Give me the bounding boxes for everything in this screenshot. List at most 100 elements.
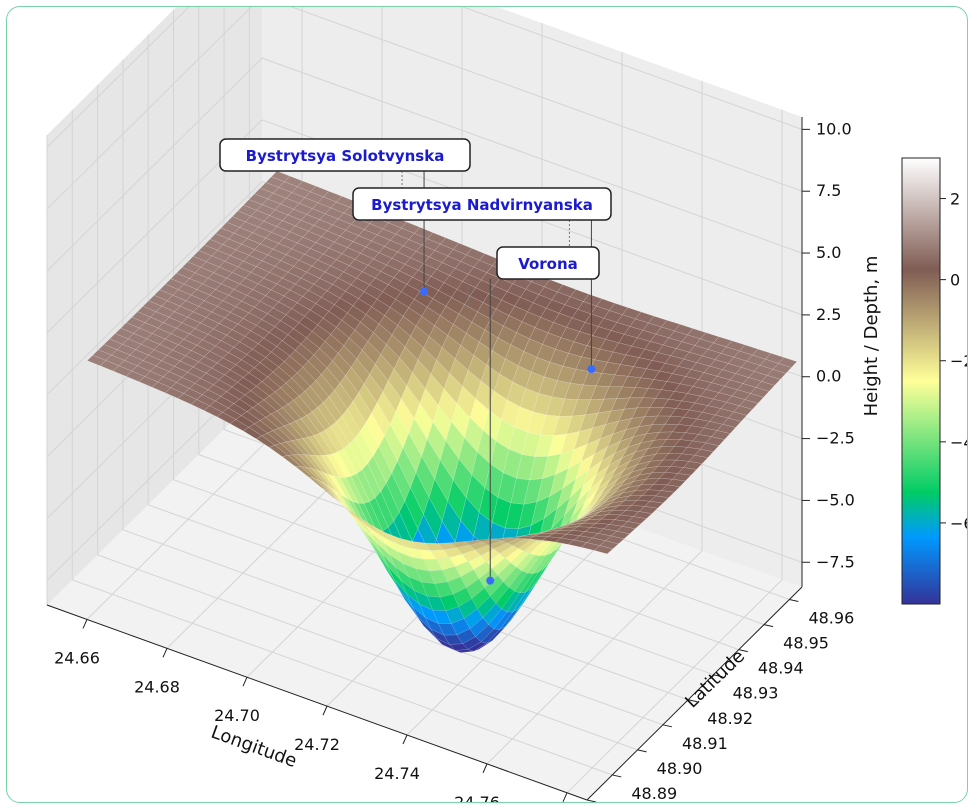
y-tick [637, 749, 647, 753]
grid-line [97, 84, 638, 751]
y-tick [688, 699, 698, 703]
surface-facet [711, 430, 731, 440]
surface-facet [610, 530, 631, 540]
surface-facet [694, 448, 714, 458]
annotation-box [352, 187, 612, 221]
y-tick [662, 724, 672, 728]
surface-facet [616, 525, 636, 535]
y-tick [586, 799, 597, 802]
colorbar-tick-label: 2 [950, 190, 960, 209]
surface-facet [638, 506, 658, 514]
surface-facet [761, 375, 781, 386]
x-tick [322, 705, 328, 716]
annotation-marker [486, 576, 495, 585]
grid-line [147, 34, 689, 701]
annotation-box [219, 138, 471, 172]
surface-facet [766, 369, 787, 380]
y-tick-label: 48.89 [631, 784, 677, 803]
colorbar-tick-label: −6 [950, 514, 968, 533]
z-tick-label: 5.0 [816, 243, 841, 262]
surface-facet [644, 500, 664, 509]
annotation-box [496, 246, 600, 280]
surface-facet [727, 411, 748, 422]
surface-facet [632, 511, 653, 519]
grid-line [46, 119, 803, 334]
surface-facet [649, 495, 670, 504]
surface-facet [666, 478, 686, 487]
colorbar: 2 0 −2 −4 −6 [901, 157, 968, 605]
surface-facet [688, 455, 709, 464]
annotation-label: Vorona [518, 255, 578, 273]
annotation-label: Bystrytsya Solotvynska [246, 147, 445, 165]
annotation-marker [587, 365, 596, 374]
y-tick-label: 48.94 [758, 659, 804, 678]
grid-line [46, 7, 803, 148]
surface-facet [627, 516, 647, 525]
surface-facet [722, 417, 742, 428]
z-tick-label: 10.0 [816, 119, 852, 138]
z-tick-label: −7.5 [816, 552, 855, 571]
x-axis-line [46, 604, 588, 801]
y-axis-line [586, 586, 803, 801]
x-tick-label: 24.70 [214, 706, 260, 725]
annotation-label: Bystrytsya Nadvirnyanska [371, 196, 593, 214]
x-tick [82, 619, 88, 629]
x-tick [482, 763, 488, 774]
surface-facet [671, 473, 692, 482]
z-tick-label: −2.5 [816, 429, 855, 448]
y-tick [789, 599, 799, 603]
surface-facet [744, 393, 764, 404]
surface-mesh [86, 170, 798, 653]
y-tick [763, 624, 774, 628]
x-tick-label: 24.72 [294, 735, 340, 754]
grid-line [173, 9, 714, 676]
y-tick [713, 674, 723, 678]
z-tick-label: 7.5 [816, 181, 841, 200]
colorbar-tick-label: 0 [950, 271, 960, 290]
chart-frame: 24.6624.6824.7024.7224.7424.7624.7848.88… [6, 6, 968, 803]
x-tick [242, 677, 248, 687]
grid-line [486, 80, 703, 765]
grid-line [223, 7, 765, 626]
z-tick-label: 0.0 [816, 367, 841, 386]
surface-facet [738, 399, 759, 410]
surface-facet [677, 467, 697, 476]
grid-line [46, 57, 803, 272]
grid-line [566, 109, 783, 794]
surface-chart: 24.6624.6824.7024.7224.7424.7624.7848.88… [46, 7, 968, 803]
y-tick [612, 774, 622, 778]
z-tick-label: 2.5 [816, 305, 841, 324]
surface-facet [660, 484, 681, 493]
y-tick-label: 48.93 [733, 684, 779, 703]
y-tick [738, 649, 748, 653]
grid-line [122, 59, 664, 726]
surface-facet [655, 490, 675, 498]
z-axis-label: Height / Depth, m [861, 256, 882, 417]
colorbar-tick-label: −2 [950, 352, 968, 371]
x-tick-label: 24.66 [54, 648, 100, 667]
surface-facet [599, 540, 619, 550]
annotations: Bystrytsya Solotvynska Bystrytsya Nadvirn… [219, 138, 612, 585]
x-tick [562, 792, 568, 802]
x-tick [162, 648, 168, 658]
surface-facet [755, 381, 775, 392]
y-tick-label: 48.95 [783, 634, 829, 653]
z-tick-label: −5.0 [816, 490, 855, 509]
y-tick-label: 48.92 [707, 709, 753, 728]
y-tick-label: 48.96 [808, 609, 854, 628]
colorbar-bar [901, 157, 941, 605]
x-tick-label: 24.68 [134, 677, 180, 696]
y-tick-label: 48.90 [657, 759, 703, 778]
x-axis-label: Longitude [208, 722, 299, 772]
grid-line [198, 7, 739, 651]
grid-line [46, 7, 803, 210]
x-tick-label: 24.76 [454, 793, 500, 803]
axes: 24.6624.6824.7024.7224.7424.7624.7848.88… [46, 117, 882, 803]
y-tick-label: 48.91 [682, 734, 728, 753]
x-tick-label: 24.74 [374, 764, 420, 783]
surface-facet [772, 363, 792, 374]
surface-facet [699, 442, 720, 452]
grid-line [71, 109, 613, 776]
surface-facet [750, 387, 770, 398]
x-tick [402, 734, 408, 745]
